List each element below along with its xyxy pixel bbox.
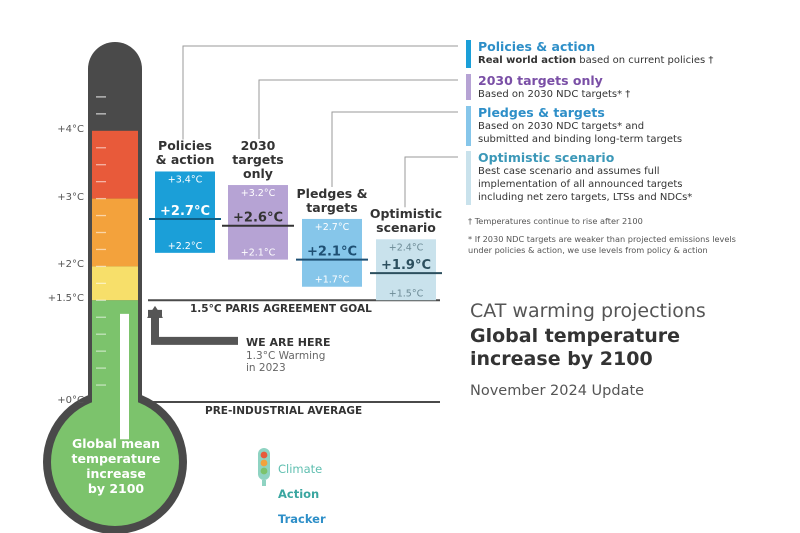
central-label-pledges: +2.1°C [307, 245, 357, 260]
legend-desc-text: Based on 2030 NDC targets* and submitted… [478, 121, 683, 145]
legend-title-ndc2030: 2030 targets only [478, 73, 603, 88]
legend-swatch-ndc2030 [466, 74, 471, 100]
logo-line-1: Climate [278, 461, 323, 476]
scenario-label-ndc2030: 2030 targets only [232, 138, 284, 182]
legend-swatch-optimistic [466, 151, 471, 205]
high-label-pledges: +2.7°C [315, 222, 350, 233]
right-panel-subtitle-2: increase by 2100 [470, 348, 653, 370]
range-bar-pledges [302, 218, 362, 287]
legend-desc-optimistic: Best case scenario and assumes full impl… [478, 165, 692, 204]
low-label-pledges: +1.7°C [315, 275, 350, 286]
low-label-optimistic: +1.5°C [389, 288, 424, 299]
legend-desc-text: based on current policies † [576, 55, 714, 66]
right-panel-title: CAT warming projections [470, 300, 706, 322]
logo-text: Climate Action Tracker [278, 450, 326, 525]
high-label-ndc2030: +3.2°C [241, 188, 276, 199]
y-tick-label: +0°C [57, 395, 84, 406]
low-label-ndc2030: +2.1°C [241, 248, 276, 259]
legend-desc-text: Based on 2030 NDC targets* † [478, 89, 631, 100]
legend-desc-pledges: Based on 2030 NDC targets* and submitted… [478, 120, 682, 146]
pre-industrial-label: PRE-INDUSTRIAL AVERAGE [205, 405, 363, 417]
legend-title-policies: Policies & action [478, 39, 596, 54]
legend-title-pledges: Pledges & targets [478, 105, 605, 120]
central-label-optimistic: +1.9°C [381, 258, 431, 273]
we-are-here-text: 1.3°C Warming in 2023 [246, 350, 326, 374]
legend-desc-text: Best case scenario and assumes full impl… [478, 166, 693, 203]
high-label-policies: +3.4°C [168, 174, 203, 185]
logo-line-2: Action [278, 486, 320, 501]
central-label-ndc2030: +2.6°C [233, 211, 283, 226]
legend-desc-policies: Real world action based on current polic… [478, 54, 713, 67]
range-bar-optimistic [376, 239, 436, 301]
legend-title-optimistic: Optimistic scenario [478, 150, 615, 165]
we-are-here-title: WE ARE HERE [246, 336, 331, 349]
central-label-policies: +2.7°C [160, 204, 210, 219]
y-tick-label: +3°C [57, 191, 84, 203]
right-panel-subtitle-1: Global temperature [470, 325, 681, 347]
scenario-label-policies: Policies & action [155, 138, 215, 168]
low-label-policies: +2.2°C [168, 241, 203, 252]
thermometer-bubble-label: Global mean temperature increase by 2100 [71, 436, 161, 496]
scenario-label-pledges: Pledges & targets [296, 185, 368, 215]
legend-desc-bold: Real world action [478, 55, 577, 66]
legend-swatch-pledges [466, 106, 471, 146]
we-are-here-arrow [148, 309, 238, 345]
range-bar-ndc2030 [228, 185, 288, 260]
connector-line-policies [182, 45, 458, 140]
legend-desc-ndc2030: Based on 2030 NDC targets* † [478, 88, 630, 101]
connector-line-optimistic [404, 156, 458, 208]
range-bar-policies [155, 171, 215, 253]
y-tick-label: +1.5°C [47, 293, 84, 305]
thermometer-bulb [51, 398, 179, 526]
legend-swatch-policies [466, 40, 471, 68]
y-tick-label: +4°C [57, 123, 84, 135]
connector-line-pledges [331, 111, 458, 187]
right-panel-update: November 2024 Update [470, 383, 645, 399]
y-tick-label: +2°C [57, 259, 84, 271]
we-are-here-arrowhead [147, 305, 163, 318]
note-star: * If 2030 NDC targets are weaker than pr… [468, 234, 736, 255]
connector-line-ndc2030 [258, 79, 458, 140]
paris-goal-label: 1.5°C PARIS AGREEMENT GOAL [190, 303, 372, 315]
thermometer-band-green [92, 300, 138, 443]
traffic-light-icon [258, 448, 270, 486]
scenario-label-optimistic: Optimistic scenario [369, 206, 443, 236]
thermometer-level-fill [120, 313, 129, 440]
logo-line-3: Tracker [278, 511, 326, 526]
note-dagger: † Temperatures continue to rise after 21… [468, 216, 643, 226]
high-label-optimistic: +2.4°C [389, 242, 424, 253]
